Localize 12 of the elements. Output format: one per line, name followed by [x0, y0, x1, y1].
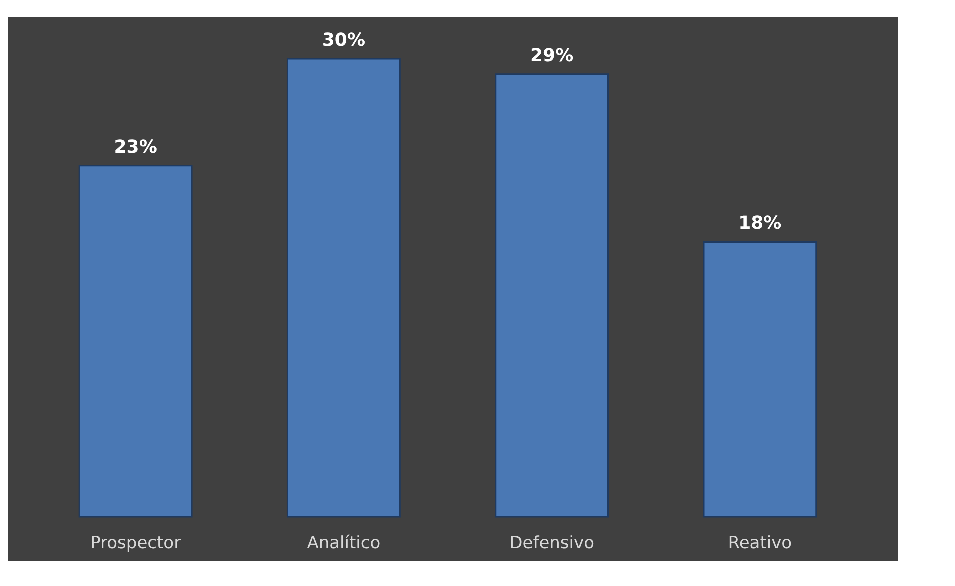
bar	[78, 165, 193, 518]
x-tick-label: Analítico	[307, 534, 381, 554]
bar	[495, 74, 610, 518]
data-label: 18%	[738, 213, 782, 234]
data-label: 29%	[530, 45, 574, 66]
data-label: 23%	[114, 136, 158, 158]
x-tick-label: Prospector	[90, 534, 182, 554]
x-tick-label: Defensivo	[510, 534, 594, 554]
bar	[286, 58, 401, 518]
x-tick-label: Reativo	[728, 534, 792, 554]
data-label: 30%	[322, 30, 366, 52]
bar	[703, 241, 818, 518]
